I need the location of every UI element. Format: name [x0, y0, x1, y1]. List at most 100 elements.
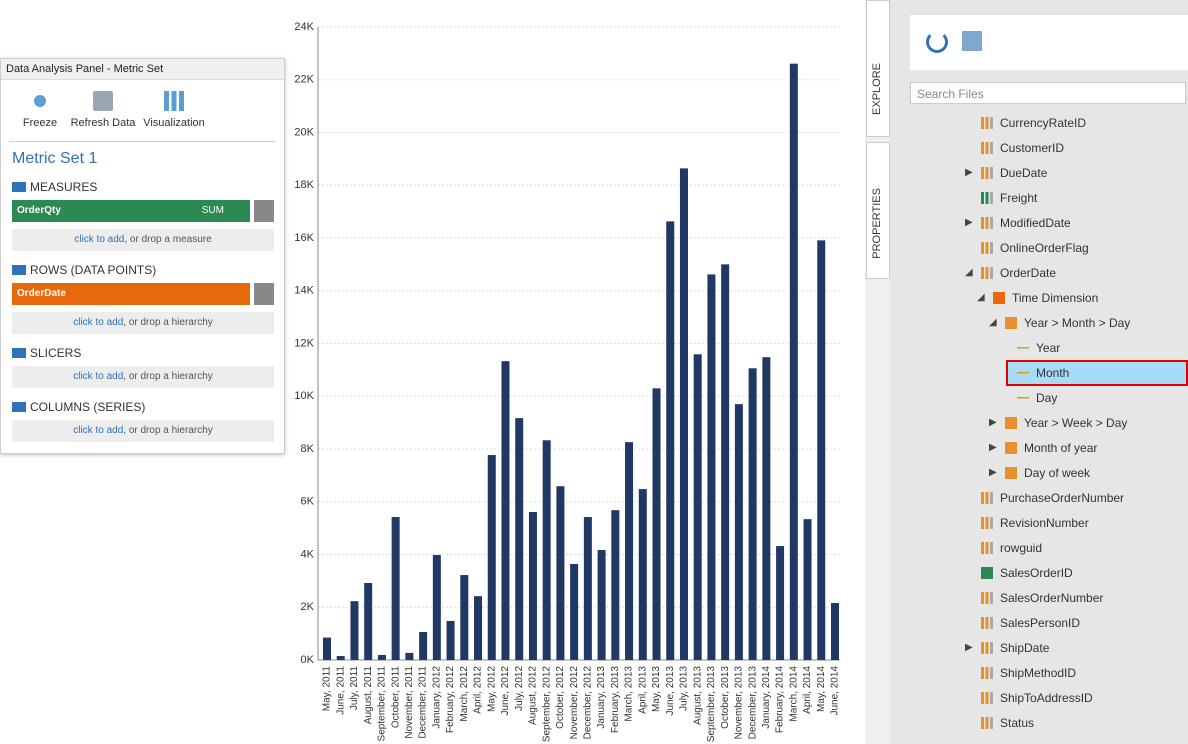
tree-item[interactable]: ShipMethodID: [976, 662, 1186, 684]
item-label: rowguid: [1000, 541, 1043, 555]
remove[interactable]: [254, 200, 274, 222]
link[interactable]: click to add: [73, 371, 124, 382]
x-tick-label: September, 2012: [541, 666, 552, 743]
link[interactable]: click to add: [73, 425, 124, 436]
x-tick-label: February, 2014: [775, 666, 786, 734]
label: Visualization: [143, 117, 205, 129]
visualization-button[interactable]: Visualization: [141, 87, 207, 129]
refresh-icon[interactable]: [926, 31, 948, 53]
expander[interactable]: ▶: [965, 167, 973, 178]
y-tick-label: 14K: [294, 285, 314, 297]
tree-item[interactable]: ▶ DueDate: [965, 162, 1186, 184]
tree-item[interactable]: rowguid: [976, 537, 1186, 559]
tree-item[interactable]: Day: [1012, 387, 1186, 409]
tree-item[interactable]: ◢ OrderDate: [965, 262, 1186, 284]
x-tick-label: February, 2013: [610, 666, 621, 734]
expander[interactable]: ▶: [989, 467, 997, 478]
bar: [583, 517, 592, 660]
tree-item[interactable]: ▶ Day of week: [989, 462, 1186, 484]
tree-item[interactable]: Status: [976, 712, 1186, 734]
item-icon: [981, 542, 993, 554]
y-tick-label: 20K: [294, 126, 314, 138]
expander[interactable]: ▶: [989, 442, 997, 453]
drop-zone[interactable]: click to add, or drop a hierarchy: [12, 312, 274, 334]
item-icon: [993, 292, 1005, 304]
text: , or drop a hierarchy: [123, 425, 213, 436]
tree-item[interactable]: ◢ Year > Month > Day: [989, 312, 1186, 334]
item-label: Freight: [1000, 191, 1038, 205]
row-pill[interactable]: OrderDate: [12, 283, 250, 305]
tree-item[interactable]: RevisionNumber: [976, 512, 1186, 534]
tree-item[interactable]: SalesOrderNumber: [976, 587, 1186, 609]
aggregate[interactable]: SUM: [201, 205, 224, 216]
x-tick-label: January, 2014: [761, 666, 772, 729]
expander[interactable]: ◢: [965, 267, 973, 278]
tree-item[interactable]: Year: [1012, 337, 1186, 359]
search-box[interactable]: Search Files: [910, 82, 1186, 104]
item-icon: [981, 617, 993, 629]
tree-item[interactable]: ▶ ShipDate: [965, 637, 1186, 659]
expander[interactable]: ▶: [965, 217, 973, 228]
link[interactable]: click to add: [73, 317, 124, 328]
tree-item[interactable]: SalesPersonID: [976, 612, 1186, 634]
tree-item[interactable]: ▶ Month of year: [989, 437, 1186, 459]
item-icon: [981, 167, 993, 179]
item-label: ShipDate: [1000, 641, 1050, 655]
y-tick-label: 16K: [294, 232, 314, 244]
expander[interactable]: ◢: [989, 317, 997, 328]
metric-set-name[interactable]: Metric Set 1: [12, 150, 98, 167]
y-tick-label: 12K: [294, 337, 314, 349]
item-icon: [981, 667, 993, 679]
tree-item[interactable]: ShipToAddressID: [976, 687, 1186, 709]
freeze-button[interactable]: Freeze: [21, 87, 59, 129]
remove[interactable]: [254, 283, 274, 305]
refresh-button[interactable]: Refresh Data: [69, 87, 137, 129]
y-tick-label: 10K: [294, 390, 314, 402]
expander[interactable]: ▶: [965, 642, 973, 653]
measure-pill[interactable]: OrderQty SUM: [12, 200, 250, 222]
expander[interactable]: ▶: [989, 417, 997, 428]
tree-item[interactable]: CustomerID: [976, 137, 1186, 159]
bar: [377, 654, 386, 660]
item-label: PurchaseOrderNumber: [1000, 491, 1125, 505]
x-tick-label: March, 2014: [788, 666, 799, 722]
label: Refresh Data: [70, 117, 136, 129]
item-label: Status: [1000, 716, 1035, 730]
tree-item[interactable]: ▶ ModifiedDate: [965, 212, 1186, 234]
section-label: SLICERS: [12, 346, 81, 360]
tree-item[interactable]: ◢ Time Dimension: [977, 287, 1186, 309]
text: SLICERS: [30, 346, 82, 360]
explore-tab[interactable]: EXPLORE: [866, 0, 890, 137]
item-label: CustomerID: [1000, 141, 1065, 155]
tree-item[interactable]: SalesOrderID: [976, 562, 1186, 584]
x-tick-label: September, 2011: [377, 666, 388, 742]
bar: [515, 418, 524, 660]
link[interactable]: click to add: [74, 234, 125, 245]
item-icon: [981, 192, 993, 204]
bar: [487, 455, 496, 660]
check-icon[interactable]: [962, 31, 982, 51]
tree-item[interactable]: Freight: [976, 187, 1186, 209]
item-label: Day of week: [1024, 466, 1091, 480]
tree-item[interactable]: CurrencyRateID: [976, 112, 1186, 134]
bar: [446, 620, 455, 660]
tree-item[interactable]: PurchaseOrderNumber: [976, 487, 1186, 509]
tree-item[interactable]: OnlineOrderFlag: [976, 237, 1186, 259]
drop-zone[interactable]: click to add, or drop a hierarchy: [12, 420, 274, 442]
tree-item[interactable]: ▶ Year > Week > Day: [989, 412, 1186, 434]
section-label: COLUMNS (SERIES): [12, 400, 145, 414]
item-label: Month of year: [1024, 441, 1098, 455]
expander[interactable]: ◢: [977, 292, 985, 303]
item-label: Time Dimension: [1012, 291, 1099, 305]
tree-item[interactable]: Month: [1006, 360, 1188, 386]
x-tick-label: September, 2013: [706, 666, 717, 743]
drop-zone[interactable]: click to add, or drop a measure: [12, 229, 274, 251]
side-tabs: EXPLORE PROPERTIES: [865, 0, 890, 744]
explorer: Search Files CurrencyRateID CustomerID ▶ Du…: [890, 0, 1188, 744]
bar: [611, 510, 620, 660]
properties-tab[interactable]: PROPERTIES: [866, 142, 890, 279]
x-tick-label: May, 2011: [322, 666, 333, 712]
text: OrderQty: [17, 205, 61, 216]
x-tick-label: April, 2014: [802, 666, 813, 714]
drop-zone[interactable]: click to add, or drop a hierarchy: [12, 366, 274, 388]
